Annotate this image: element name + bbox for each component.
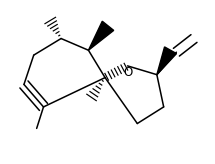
Polygon shape xyxy=(88,21,114,50)
Text: O: O xyxy=(123,66,132,79)
Polygon shape xyxy=(157,47,177,75)
